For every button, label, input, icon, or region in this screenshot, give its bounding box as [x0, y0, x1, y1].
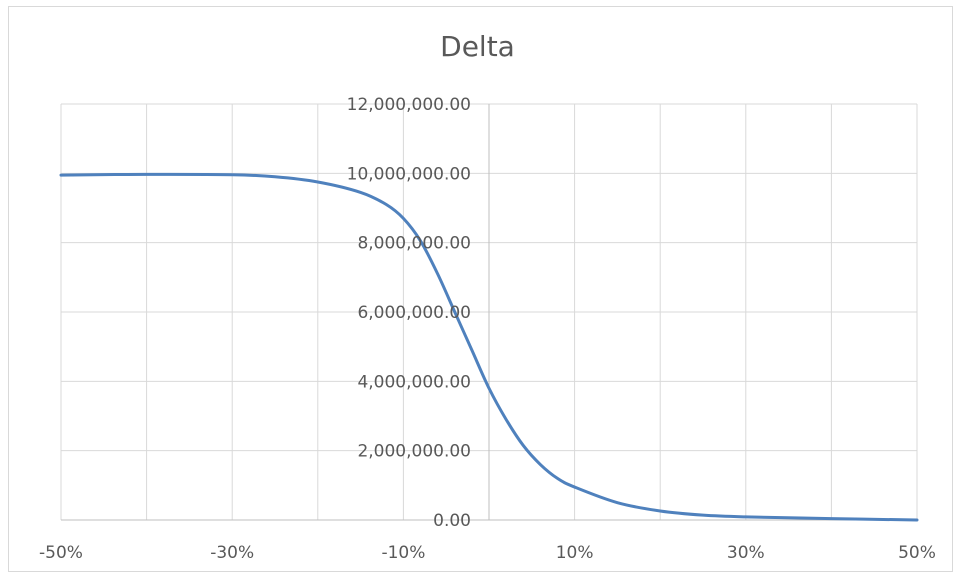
y-tick-label: 2,000,000.00: [357, 442, 471, 462]
y-tick-labels: 0.00 2,000,000.00 4,000,000.00 6,000,000.00…: [347, 95, 471, 531]
x-tick-label: 50%: [898, 543, 936, 563]
x-tick-label: 10%: [556, 543, 594, 563]
chart-frame: [8, 6, 953, 572]
y-tick-label: 6,000,000.00: [357, 303, 471, 323]
y-tick-label: 0.00: [433, 511, 471, 531]
y-tick-label: 12,000,000.00: [347, 95, 471, 115]
axes: [61, 104, 917, 521]
x-tick-label: -30%: [210, 543, 254, 563]
x-tick-label: 30%: [727, 543, 765, 563]
y-tick-label: 10,000,000.00: [347, 164, 471, 184]
x-tick-label: -10%: [381, 543, 425, 563]
x-tick-labels: -50% -30% -10% 10% 30% 50%: [39, 543, 936, 563]
x-tick-label: -50%: [39, 543, 83, 563]
y-tick-label: 8,000,000.00: [357, 234, 471, 254]
series-layer: [59, 172, 919, 522]
y-tick-label: 4,000,000.00: [357, 372, 471, 392]
series-line-0: [59, 172, 919, 522]
chart-title: Delta: [440, 30, 515, 63]
